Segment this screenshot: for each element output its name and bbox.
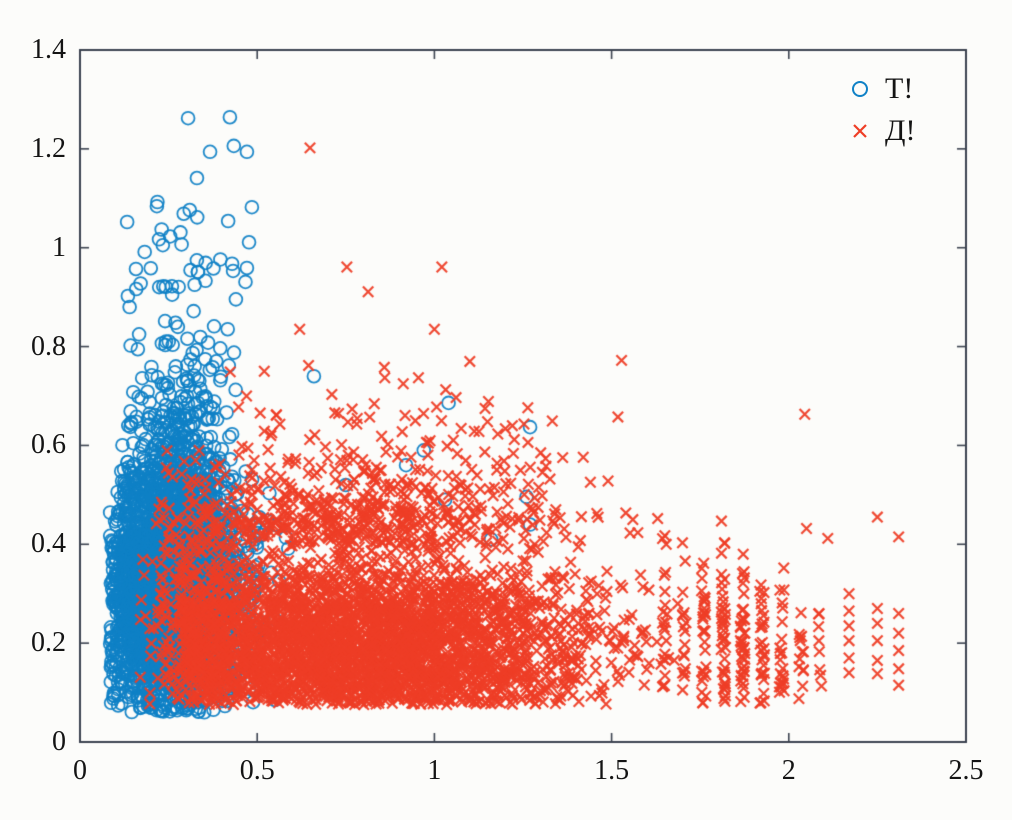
legend-circle-glyph bbox=[852, 80, 868, 97]
x-tick-label: 0.5 bbox=[239, 755, 275, 786]
legend-item-t: T! bbox=[848, 70, 915, 107]
x-tick-label: 2.5 bbox=[948, 755, 984, 786]
y-tick-label: 0.6 bbox=[31, 429, 66, 461]
x-tick-label: 0 bbox=[73, 755, 87, 786]
y-tick-label: 0.4 bbox=[31, 528, 66, 560]
circle-marker-icon bbox=[852, 80, 868, 97]
y-tick-label: 0.2 bbox=[31, 627, 66, 659]
legend-item-d: Д! bbox=[848, 112, 915, 149]
y-tick-label: 1.4 bbox=[31, 34, 66, 65]
legend: T! Д! bbox=[848, 70, 915, 149]
y-tick-label: 0 bbox=[52, 726, 66, 757]
x-tick-label: 1.5 bbox=[594, 755, 630, 786]
x-tick-label: 2 bbox=[781, 755, 796, 786]
y-tick-label: 1 bbox=[52, 231, 66, 263]
legend-label-t: T! bbox=[885, 71, 914, 105]
legend-label-d: Д! bbox=[885, 113, 916, 147]
x-marker-icon bbox=[853, 123, 867, 138]
y-tick-label: 0.8 bbox=[31, 330, 66, 362]
y-tick-label: 1.2 bbox=[31, 132, 66, 164]
x-tick-label: 1 bbox=[427, 755, 442, 786]
legend-x-glyph bbox=[853, 123, 867, 138]
